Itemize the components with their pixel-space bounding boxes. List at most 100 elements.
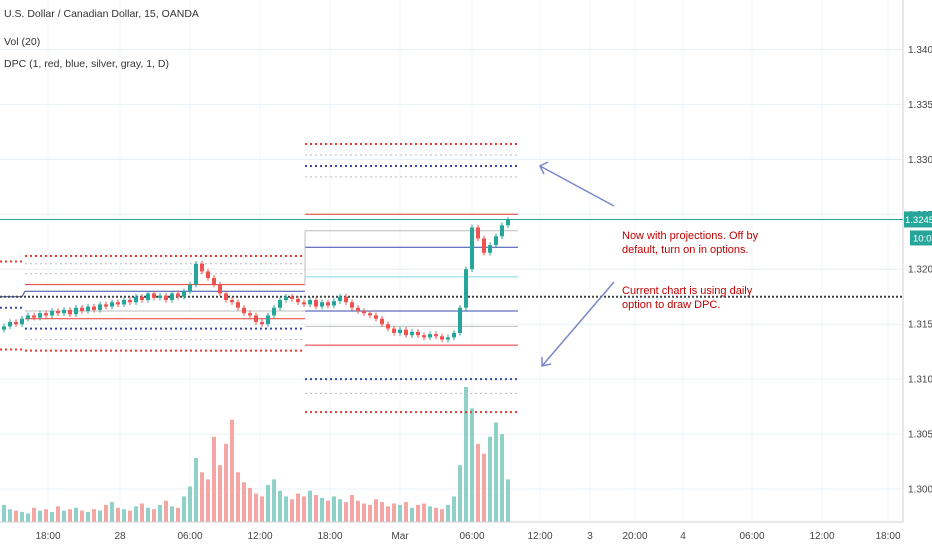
- candle-body: [242, 307, 246, 314]
- dpc-step: [21, 290, 26, 297]
- volume-bar: [242, 482, 246, 522]
- candle-body: [62, 309, 66, 314]
- x-tick-label: 20:00: [622, 531, 647, 542]
- candle-body: [44, 313, 48, 316]
- volume-bar: [302, 496, 306, 522]
- candle-body: [122, 300, 126, 305]
- volume-bar: [482, 453, 486, 522]
- candle-body: [206, 271, 210, 279]
- candle-body: [56, 311, 60, 314]
- volume-bar: [152, 509, 156, 522]
- annotation-daily: Current chart is using daily option to d…: [622, 284, 752, 312]
- volume-bar: [218, 465, 222, 522]
- candle-body: [38, 313, 42, 318]
- x-tick-label: 3: [587, 531, 593, 542]
- volume-bars: [2, 387, 510, 522]
- volume-bar: [506, 479, 510, 522]
- x-tick-label: 06:00: [459, 531, 484, 542]
- volume-bar: [26, 513, 30, 522]
- candle-body: [230, 300, 234, 303]
- current-price-tag: 1.32453 10:03: [0, 211, 932, 246]
- volume-bar: [134, 506, 138, 522]
- volume-bar: [86, 512, 90, 522]
- volume-bar: [176, 507, 180, 522]
- candle-body: [422, 335, 426, 338]
- volume-bar: [320, 497, 324, 522]
- candle-body: [470, 227, 474, 270]
- volume-bar: [8, 509, 12, 522]
- candle-body: [176, 293, 180, 297]
- y-tick-label: 1.32000: [908, 265, 932, 276]
- volume-legend: Vol (20): [4, 36, 41, 48]
- volume-bar: [146, 507, 150, 522]
- volume-bar: [290, 499, 294, 522]
- volume-bar: [194, 458, 198, 522]
- volume-bar: [440, 509, 444, 522]
- candle-body: [152, 293, 156, 298]
- dpc-levels: [0, 142, 903, 414]
- x-tick-label: 18:00: [875, 531, 900, 542]
- candle-body: [482, 238, 486, 253]
- volume-bar: [356, 500, 360, 522]
- candle-body: [350, 302, 354, 308]
- volume-bar: [500, 433, 504, 522]
- candle-body: [74, 307, 78, 315]
- volume-bar: [236, 472, 240, 522]
- volume-bar: [422, 503, 426, 522]
- x-axis-ticks: 18:00 28 06:00 12:00 18:00 Mar 06:00 12:00 3 20:0…: [35, 531, 900, 542]
- candle-body: [80, 307, 84, 312]
- volume-bar: [116, 507, 120, 522]
- volume-bar: [98, 510, 102, 522]
- y-axis-ticks: 1.340001.335001.330001.325001.320001.315…: [908, 45, 932, 496]
- arrow-down-head: [541, 357, 552, 367]
- candle-body: [452, 332, 456, 338]
- candle-body: [434, 334, 438, 337]
- candle-body: [26, 315, 30, 319]
- candle-body: [476, 227, 480, 239]
- annotation-line-3: Current chart is using daily: [622, 285, 753, 297]
- volume-bar: [314, 495, 318, 522]
- volume-bar: [344, 502, 348, 522]
- candle-body: [266, 315, 270, 325]
- candle-body: [260, 321, 264, 325]
- volume-bar: [212, 436, 216, 522]
- candle-body: [164, 295, 168, 301]
- volume-bar: [308, 490, 312, 522]
- y-tick-label: 1.31500: [908, 320, 932, 331]
- candle-body: [506, 219, 510, 226]
- candle-body: [116, 302, 120, 305]
- volume-bar: [50, 512, 54, 522]
- candle-body: [308, 300, 312, 305]
- candle-body: [392, 328, 396, 333]
- candle-body: [14, 321, 18, 325]
- volume-bar: [32, 507, 36, 522]
- volume-bar: [158, 504, 162, 522]
- candle-body: [284, 296, 288, 301]
- candle-body: [386, 324, 390, 329]
- x-tick-label: 18:00: [35, 531, 60, 542]
- volume-bar: [362, 503, 366, 522]
- price-tag-box: [904, 211, 932, 228]
- arrow-up-head: [538, 161, 549, 175]
- candle-body: [320, 302, 324, 307]
- volume-bar: [14, 510, 18, 522]
- volume-bar: [296, 493, 300, 522]
- volume-bar: [470, 408, 474, 522]
- volume-bar: [260, 496, 264, 522]
- volume-bar: [182, 496, 186, 522]
- volume-bar: [410, 507, 414, 522]
- countdown-box: [910, 230, 932, 246]
- candle-body: [50, 311, 54, 316]
- candle-body: [326, 302, 330, 306]
- candle-body: [224, 293, 228, 301]
- candle-body: [410, 331, 414, 336]
- x-tick-label: 12:00: [809, 531, 834, 542]
- candle-body: [104, 304, 108, 307]
- candle-body: [98, 304, 102, 310]
- y-tick-label: 1.30000: [908, 485, 932, 496]
- volume-bar: [452, 496, 456, 522]
- volume-bar: [170, 506, 174, 522]
- candle-body: [134, 296, 138, 303]
- annotation-projections: Now with projections. Off by default, tu…: [622, 229, 758, 257]
